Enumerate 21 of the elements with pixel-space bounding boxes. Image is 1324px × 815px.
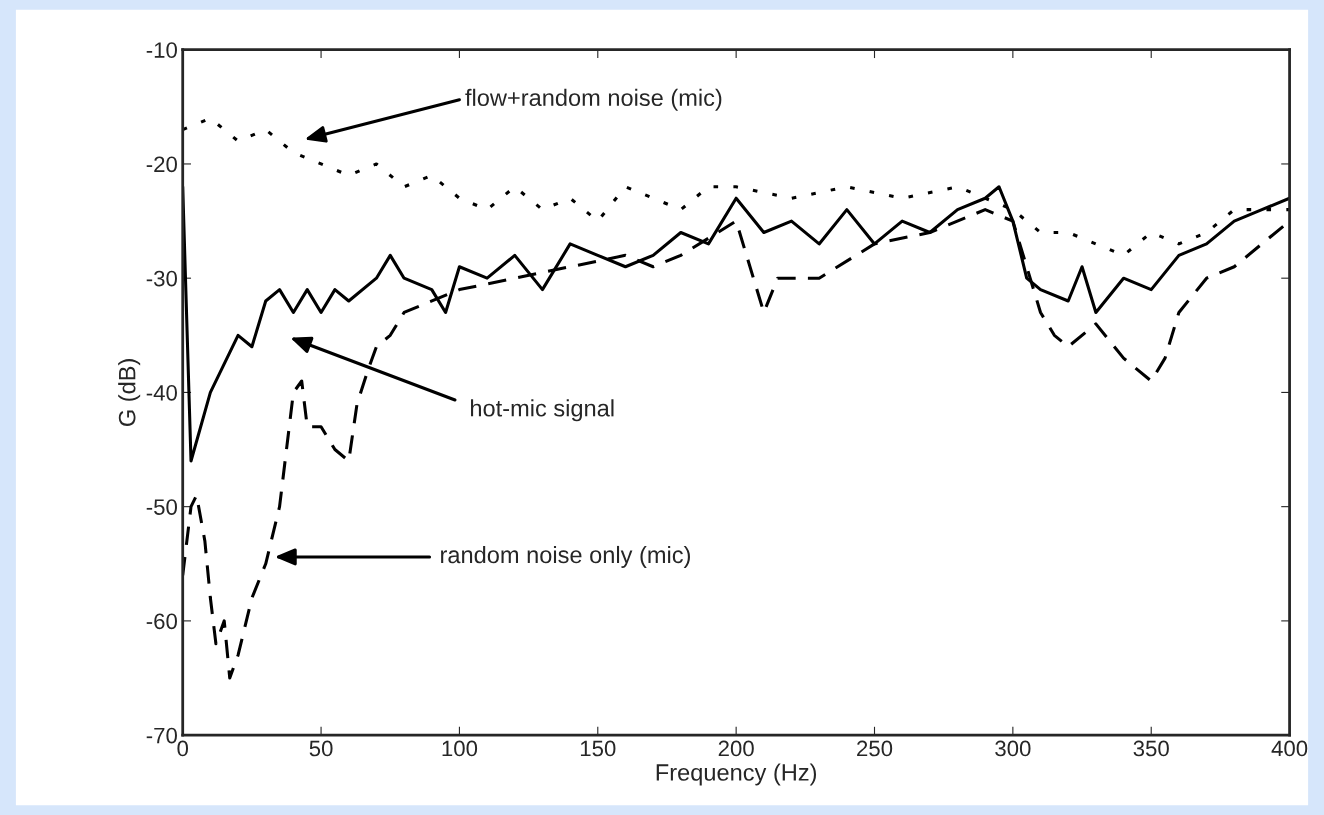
x-axis-title: Frequency (Hz) bbox=[656, 763, 817, 786]
y-axis-title: G (dB) bbox=[118, 359, 141, 426]
y-tick-label: -20 bbox=[146, 156, 177, 173]
y-tick-label: -30 bbox=[146, 270, 177, 287]
y-tick-label: -40 bbox=[146, 384, 177, 401]
annotation: random noise only (mic) bbox=[441, 545, 690, 568]
x-tick-label: 50 bbox=[309, 740, 333, 757]
x-tick-label: 0 bbox=[177, 740, 189, 757]
y-tick-label: -60 bbox=[146, 613, 177, 630]
y-tick-label: -50 bbox=[146, 499, 177, 515]
y-tick-label: -70 bbox=[146, 727, 177, 744]
x-tick-label: 300 bbox=[995, 740, 1031, 757]
x-tick-label: 150 bbox=[580, 740, 616, 757]
x-tick-label: 100 bbox=[442, 740, 478, 757]
y-tick-label: -10 bbox=[146, 42, 177, 58]
annotation: flow+random noise (mic) bbox=[465, 88, 722, 111]
x-tick-label: 250 bbox=[857, 740, 893, 757]
x-tick-label: 400 bbox=[1271, 740, 1308, 757]
x-tick-label: 350 bbox=[1133, 740, 1169, 757]
annotation: hot-mic signal bbox=[471, 399, 614, 422]
x-tick-label: 200 bbox=[718, 740, 754, 757]
